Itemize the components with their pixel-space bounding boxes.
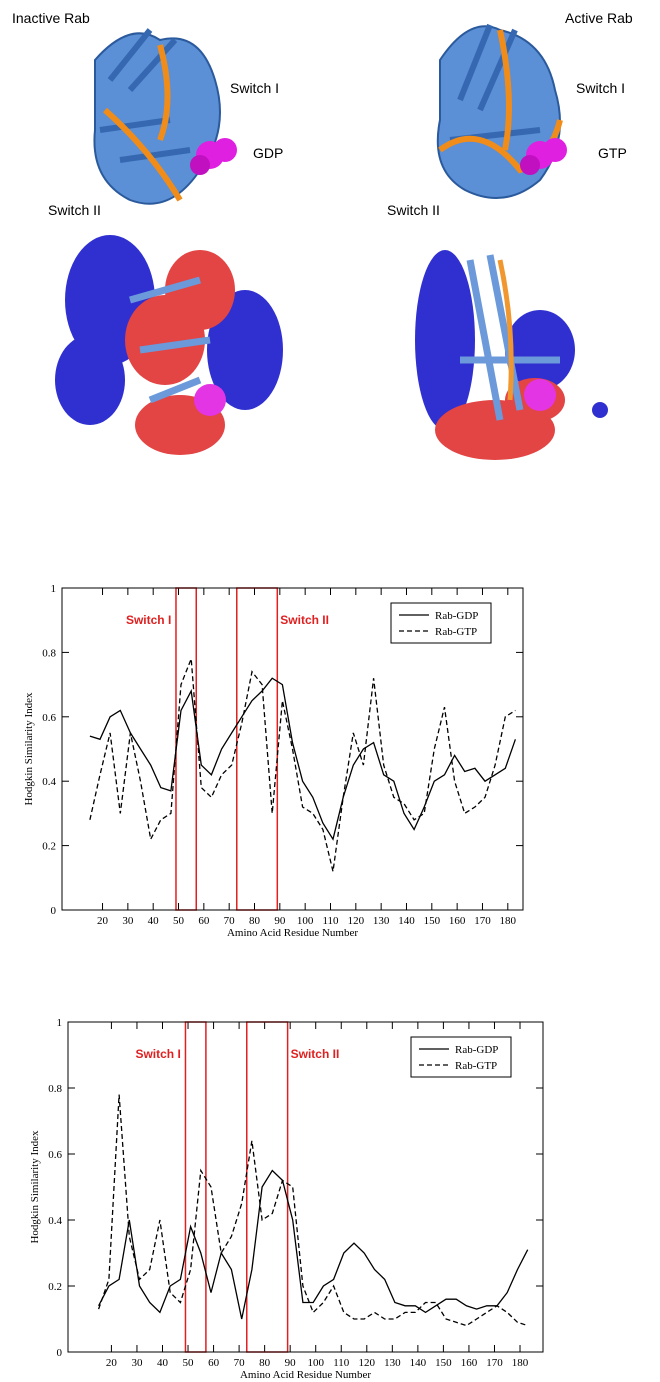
x-tick-label: 170 (486, 1357, 503, 1369)
structure-label: GDP (253, 145, 283, 161)
x-tick-label: 50 (183, 1357, 195, 1369)
legend-label: Rab-GDP (435, 610, 478, 622)
x-tick-label: 30 (122, 915, 134, 927)
legend-label: Rab-GTP (435, 626, 477, 638)
region-label: Switch II (291, 1047, 340, 1061)
structure-label: Switch I (576, 80, 625, 96)
structure-label: Switch II (387, 202, 440, 218)
structure-label: GTP (598, 145, 627, 161)
switch-region (184, 1021, 207, 1353)
x-tick-label: 180 (512, 1357, 529, 1369)
data-line (89, 658, 516, 872)
active-structure (436, 23, 567, 199)
x-tick-label: 120 (359, 1357, 376, 1369)
x-tick-label: 150 (435, 1357, 452, 1369)
x-tick-label: 170 (474, 915, 491, 927)
legend-label: Rab-GTP (455, 1060, 497, 1072)
panel-title: Inactive Rab (12, 10, 90, 26)
x-tick-label: 130 (373, 915, 390, 927)
x-tick-label: 180 (500, 915, 517, 927)
x-tick-label: 100 (307, 1357, 324, 1369)
active-density (415, 250, 608, 460)
y-tick-label: 0.2 (48, 1281, 62, 1293)
y-tick-label: 0 (51, 905, 57, 917)
x-tick-label: 160 (449, 915, 466, 927)
y-tick-label: 0 (57, 1347, 63, 1359)
x-tick-label: 140 (398, 915, 415, 927)
y-tick-label: 1 (57, 1017, 63, 1029)
switch-region (175, 587, 197, 911)
x-tick-label: 120 (348, 915, 365, 927)
x-tick-label: 40 (148, 915, 160, 927)
x-axis-label: Amino Acid Residue Number (240, 1369, 371, 1381)
y-axis-label: Hodgkin Similarity Index (23, 692, 35, 806)
x-tick-label: 130 (384, 1357, 401, 1369)
structure-label: Switch I (230, 80, 279, 96)
x-tick-label: 160 (461, 1357, 478, 1369)
inactive-structure (93, 28, 237, 205)
x-tick-label: 60 (198, 915, 210, 927)
data-line (89, 677, 517, 841)
y-tick-label: 0.4 (48, 1215, 62, 1227)
plot-frame (67, 1021, 544, 1353)
y-tick-label: 0.4 (42, 776, 56, 788)
x-tick-label: 40 (157, 1357, 169, 1369)
x-tick-label: 110 (322, 915, 339, 927)
x-tick-label: 150 (424, 915, 441, 927)
plot-frame (61, 587, 524, 911)
x-tick-label: 50 (173, 915, 185, 927)
y-tick-label: 0.8 (48, 1083, 62, 1095)
x-tick-label: 140 (410, 1357, 427, 1369)
x-tick-label: 110 (333, 1357, 350, 1369)
inactive-density (55, 235, 283, 455)
panel-title: Active Rab (565, 10, 633, 26)
x-tick-label: 70 (224, 915, 236, 927)
x-tick-label: 80 (259, 1357, 271, 1369)
x-axis-label: Amino Acid Residue Number (227, 927, 358, 939)
x-tick-label: 20 (97, 915, 109, 927)
legend-box (390, 602, 492, 644)
x-tick-label: 90 (285, 1357, 297, 1369)
y-tick-label: 0.6 (48, 1149, 62, 1161)
x-tick-label: 30 (131, 1357, 143, 1369)
legend-box (410, 1036, 512, 1078)
x-tick-label: 80 (249, 915, 261, 927)
data-line (97, 1094, 528, 1327)
x-tick-label: 60 (208, 1357, 220, 1369)
x-tick-label: 20 (106, 1357, 118, 1369)
y-tick-label: 0.6 (42, 712, 56, 724)
region-label: Switch II (280, 613, 329, 627)
x-tick-label: 90 (274, 915, 286, 927)
y-tick-label: 1 (51, 583, 57, 595)
switch-region (246, 1021, 289, 1353)
data-line (98, 1169, 529, 1320)
y-axis-label: Hodgkin Similarity Index (29, 1130, 41, 1244)
y-tick-label: 0.2 (42, 841, 56, 853)
x-tick-label: 100 (297, 915, 314, 927)
y-tick-label: 0.8 (42, 647, 56, 659)
structure-label: Switch II (48, 202, 101, 218)
region-label: Switch I (126, 613, 171, 627)
region-label: Switch I (135, 1047, 180, 1061)
x-tick-label: 70 (234, 1357, 246, 1369)
switch-region (236, 587, 279, 911)
legend-label: Rab-GDP (455, 1044, 498, 1056)
